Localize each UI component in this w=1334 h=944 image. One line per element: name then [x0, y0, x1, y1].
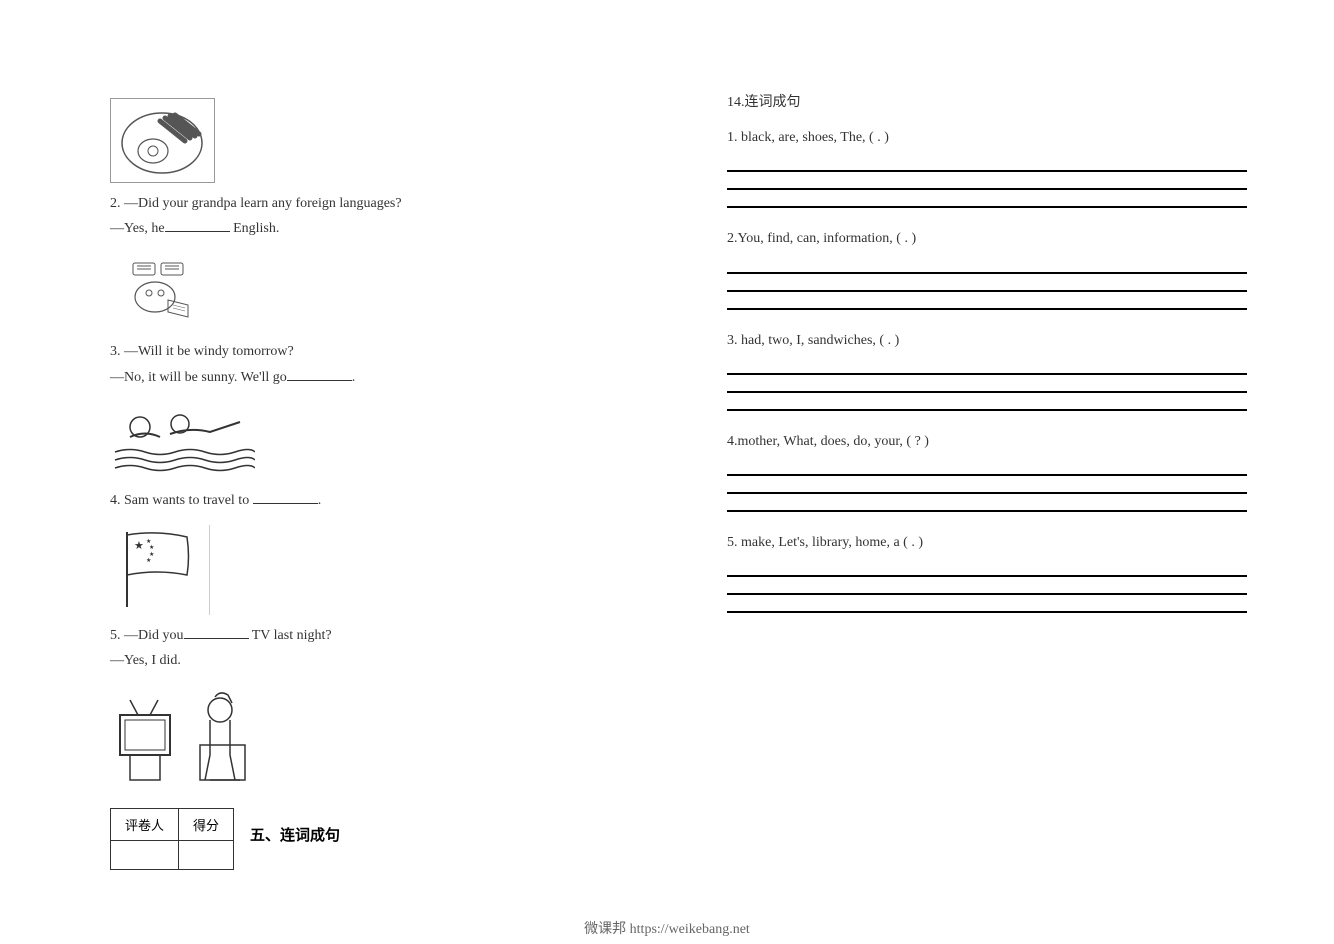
question-5: 5. —Did you TV last night? —Yes, I did.	[110, 623, 607, 673]
image-breakfast	[110, 98, 215, 183]
answer-line[interactable]	[727, 397, 1247, 411]
q2-line2b: English.	[230, 221, 280, 236]
answer-lines-2	[727, 260, 1224, 310]
q5-blank[interactable]	[184, 625, 249, 639]
answer-line[interactable]	[727, 260, 1247, 274]
answer-lines-5	[727, 563, 1224, 613]
answer-line[interactable]	[727, 498, 1247, 512]
q5-line1: 5. —Did you TV last night?	[110, 623, 607, 648]
answer-line[interactable]	[727, 194, 1247, 208]
svg-text:★: ★	[134, 540, 144, 552]
q14-4: 4.mother, What, does, do, your, ( ? )	[727, 429, 1224, 454]
answer-line[interactable]	[727, 379, 1247, 393]
score-header-2: 得分	[179, 809, 234, 841]
score-header-1: 评卷人	[111, 809, 179, 841]
q2-line1: 2. —Did your grandpa learn any foreign l…	[110, 191, 607, 216]
q5-line1b: TV last night?	[249, 628, 332, 643]
breakfast-icon	[115, 103, 210, 178]
q4-blank[interactable]	[253, 490, 318, 504]
flag-icon: ★ ★ ★ ★ ★	[112, 527, 207, 612]
q3-line2a: —No, it will be sunny. We'll go	[110, 370, 287, 385]
q3-line2: —No, it will be sunny. We'll go.	[110, 365, 607, 390]
score-cell-1[interactable]	[111, 841, 179, 870]
answer-line[interactable]	[727, 158, 1247, 172]
svg-text:★: ★	[149, 551, 154, 558]
image-tv	[110, 685, 265, 790]
svg-text:★: ★	[146, 557, 151, 564]
question-3: 3. —Will it be windy tomorrow? —No, it w…	[110, 339, 607, 389]
section-header-row: 评卷人 得分 五、连词成句	[110, 798, 607, 870]
q3-blank[interactable]	[287, 367, 352, 381]
image-flag: ★ ★ ★ ★ ★	[110, 525, 210, 615]
q4a: 4. Sam wants to travel to	[110, 493, 253, 508]
q5-line1a: 5. —Did you	[110, 628, 184, 643]
swimming-icon	[110, 402, 255, 480]
q2-line2a: —Yes, he	[110, 221, 165, 236]
answer-line[interactable]	[727, 480, 1247, 494]
question-2: 2. —Did your grandpa learn any foreign l…	[110, 191, 607, 241]
svg-text:★: ★	[146, 538, 151, 545]
q3-line1: 3. —Will it be windy tomorrow?	[110, 339, 607, 364]
q5-line2: —Yes, I did.	[110, 648, 607, 673]
q4-line: 4. Sam wants to travel to .	[110, 488, 607, 513]
answer-line[interactable]	[727, 462, 1247, 476]
question-4: 4. Sam wants to travel to .	[110, 488, 607, 513]
tv-icon	[110, 685, 265, 790]
page-container: 2. —Did your grandpa learn any foreign l…	[0, 0, 1334, 944]
answer-line[interactable]	[727, 176, 1247, 190]
answer-line[interactable]	[727, 361, 1247, 375]
q14-title: 14.连词成句	[727, 90, 1224, 115]
answer-lines-3	[727, 361, 1224, 411]
q14-5: 5. make, Let's, library, home, a ( . )	[727, 530, 1224, 555]
image-grandpa	[110, 253, 210, 331]
q2-line2: —Yes, he English.	[110, 216, 607, 241]
right-column: 14.连词成句 1. black, are, shoes, The, ( . )…	[667, 0, 1334, 944]
footer: 微课邦 https://weikebang.net	[0, 918, 1334, 938]
answer-line[interactable]	[727, 563, 1247, 577]
answer-line[interactable]	[727, 581, 1247, 595]
answer-line[interactable]	[727, 296, 1247, 310]
q4b: .	[318, 493, 322, 508]
q3-line2b: .	[352, 370, 356, 385]
answer-lines-1	[727, 158, 1224, 208]
q14-1: 1. black, are, shoes, The, ( . )	[727, 125, 1224, 150]
score-cell-2[interactable]	[179, 841, 234, 870]
left-column: 2. —Did your grandpa learn any foreign l…	[0, 0, 667, 944]
answer-lines-4	[727, 462, 1224, 512]
answer-line[interactable]	[727, 278, 1247, 292]
section-title: 五、连词成句	[250, 824, 340, 845]
grandpa-icon	[113, 255, 208, 330]
q2-blank[interactable]	[165, 218, 230, 232]
q14-3: 3. had, two, I, sandwiches, ( . )	[727, 328, 1224, 353]
answer-line[interactable]	[727, 599, 1247, 613]
q14-2: 2.You, find, can, information, ( . )	[727, 226, 1224, 251]
score-table: 评卷人 得分	[110, 808, 234, 870]
image-swimming	[110, 402, 255, 480]
svg-text:★: ★	[149, 544, 154, 551]
